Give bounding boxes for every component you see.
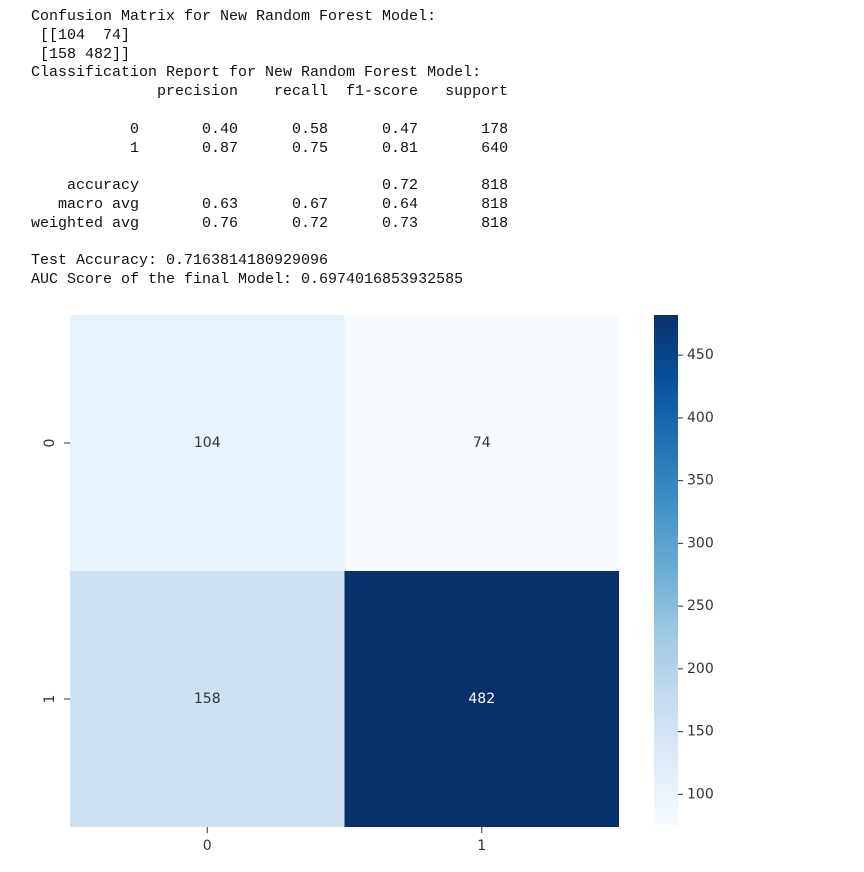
colorbar-tick-label: 350	[687, 473, 714, 489]
output-line: Test Accuracy: 0.7163814180929096	[31, 252, 329, 270]
cell-annotation: 104	[194, 435, 221, 451]
text-output: Confusion Matrix for New Random Forest M…	[31, 8, 508, 309]
x-tick-label: 1	[477, 838, 486, 854]
y-tick-label: 1	[42, 695, 58, 704]
cell-annotation: 482	[468, 691, 495, 707]
colorbar-tick-label: 150	[687, 724, 714, 740]
heatmap-cell	[344, 571, 619, 827]
heatmap-cell	[70, 315, 345, 571]
output-block: 0 0.40 0.58 0.47 178 1 0.87 0.75 0.81 64…	[31, 121, 508, 159]
colorbar-tick-label: 250	[687, 598, 714, 614]
colorbar-tick-label: 400	[687, 410, 714, 426]
output-line: macro avg 0.63 0.67 0.64 818	[31, 195, 509, 213]
output-line: 0 0.40 0.58 0.47 178	[31, 120, 509, 138]
output-line: [[104 74]	[31, 26, 131, 44]
output-line: AUC Score of the final Model: 0.69740168…	[31, 271, 464, 289]
heatmap-cell	[70, 571, 345, 827]
output-line: accuracy 0.72 818	[31, 177, 509, 195]
output-block: Confusion Matrix for New Random Forest M…	[31, 8, 508, 102]
output-line: precision recall f1-score support	[31, 83, 509, 101]
output-line: [158 482]]	[31, 45, 131, 63]
output-block: accuracy 0.72 818 macro avg 0.63 0.67 0.…	[31, 177, 508, 233]
x-tick-label: 0	[203, 838, 212, 854]
output-line: weighted avg 0.76 0.72 0.73 818	[31, 214, 509, 232]
output-line: Confusion Matrix for New Random Forest M…	[31, 8, 437, 25]
output-line: Classification Report for New Random For…	[31, 64, 482, 82]
heatmap-cell	[344, 315, 619, 571]
output-line: 1 0.87 0.75 0.81 640	[31, 139, 509, 157]
y-tick-label: 0	[42, 439, 58, 448]
colorbar	[654, 315, 678, 827]
colorbar-tick-label: 200	[687, 661, 714, 677]
output-block: Test Accuracy: 0.7163814180929096 AUC Sco…	[31, 252, 508, 290]
colorbar-tick-label: 100	[687, 786, 714, 802]
colorbar-tick-label: 450	[687, 347, 714, 363]
cell-annotation: 158	[194, 691, 221, 707]
colorbar-tick-label: 300	[687, 535, 714, 551]
cell-annotation: 74	[473, 435, 491, 451]
